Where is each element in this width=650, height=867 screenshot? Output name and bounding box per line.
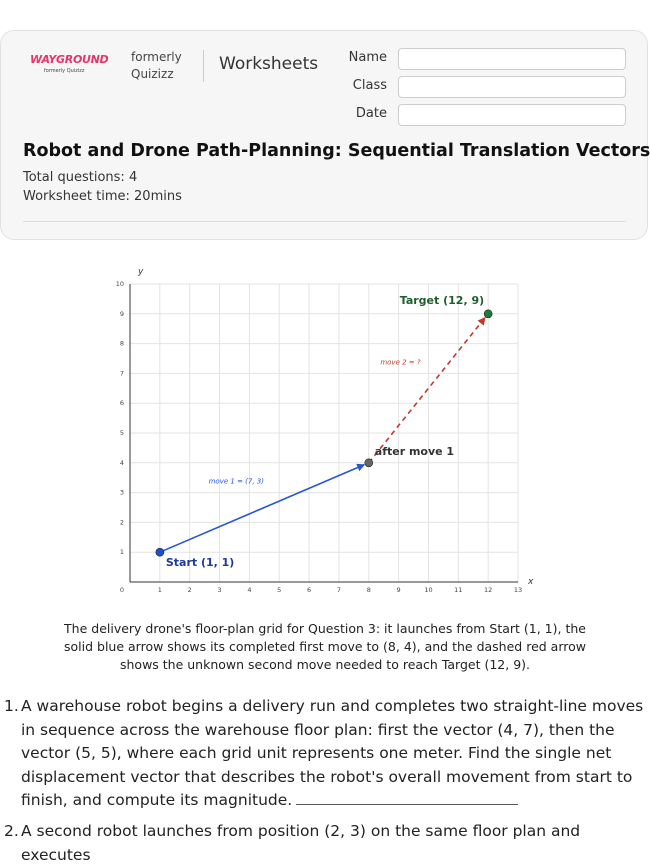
y-tick-label: 7 [120, 369, 124, 377]
formerly: formerly Quizizz [131, 49, 182, 83]
question-number: 2. [4, 822, 19, 840]
divider [203, 50, 204, 82]
x-tick-label: 10 [424, 586, 432, 594]
point-label: Target (12, 9) [400, 294, 484, 307]
x-tick-label: 6 [307, 586, 311, 594]
formerly-text: formerly [131, 50, 182, 64]
x-tick-label: 5 [277, 586, 281, 594]
x-tick-label: 11 [454, 586, 462, 594]
move-label: move 1 = (7, 3) [209, 478, 265, 486]
logo-subtitle: formerly Quizizz [44, 68, 85, 74]
question-text: A warehouse robot begins a delivery run … [21, 697, 644, 809]
separator [23, 221, 626, 222]
question-text: A second robot launches from position (2… [21, 822, 581, 864]
x-tick-label: 1 [158, 586, 162, 594]
y-tick-label: 10 [116, 280, 124, 288]
x-axis-label: x [527, 577, 534, 587]
x-tick-label: 13 [514, 586, 522, 594]
question-number: 1. [4, 697, 19, 715]
y-tick-label: 4 [120, 459, 124, 467]
field-label: Name [348, 50, 387, 65]
formerly-name: Quizizz [131, 67, 174, 81]
field-label: Date [355, 106, 387, 121]
y-tick-label: 3 [120, 489, 124, 497]
worksheet-page: {"header": {"logo": "WAYGROUND", "logo_s… [0, 30, 650, 864]
point-label: Start (1, 1) [166, 556, 235, 569]
name-input[interactable] [398, 48, 626, 70]
class-input[interactable] [398, 76, 626, 98]
point [483, 309, 493, 319]
logo: WAYGROUND [30, 53, 109, 66]
answer-blank[interactable] [296, 790, 519, 805]
move-label: move 2 = ? [380, 358, 421, 366]
x-tick-label: 0 [120, 586, 124, 594]
worksheet-title: Robot and Drone Path-Planning: Sequentia… [23, 141, 650, 161]
x-tick-label: 12 [484, 586, 492, 594]
figure-caption: The delivery drone's floor-plan grid for… [64, 621, 586, 672]
move-arrow [159, 463, 366, 553]
y-tick-label: 2 [120, 518, 124, 526]
question: 1. A warehouse robot begins a delivery r… [0, 695, 645, 813]
section-name: Worksheets [219, 54, 319, 74]
y-tick-label: 6 [120, 399, 124, 407]
move-arrow [368, 316, 486, 464]
y-tick-label: 8 [120, 340, 124, 348]
point-label: after move 1 [375, 445, 454, 458]
x-tick-label: 8 [367, 586, 371, 594]
date-input[interactable] [398, 104, 626, 126]
point [364, 458, 374, 468]
x-tick-label: 2 [188, 586, 192, 594]
point [155, 547, 165, 557]
y-axis-label: y [137, 267, 144, 277]
x-tick-label: 4 [247, 586, 251, 594]
x-tick-label: 7 [337, 586, 341, 594]
y-tick-label: 1 [120, 548, 124, 556]
field-label: Class [352, 78, 387, 93]
x-tick-label: 9 [397, 586, 401, 594]
worksheet-time: Worksheet time: 20mins [23, 189, 182, 204]
y-tick-label: 9 [120, 310, 124, 318]
y-tick-label: 5 [120, 429, 124, 437]
x-tick-label: 3 [217, 586, 221, 594]
question: 2. A second robot launches from position… [0, 820, 645, 867]
total-questions: Total questions: 4 [23, 170, 138, 185]
